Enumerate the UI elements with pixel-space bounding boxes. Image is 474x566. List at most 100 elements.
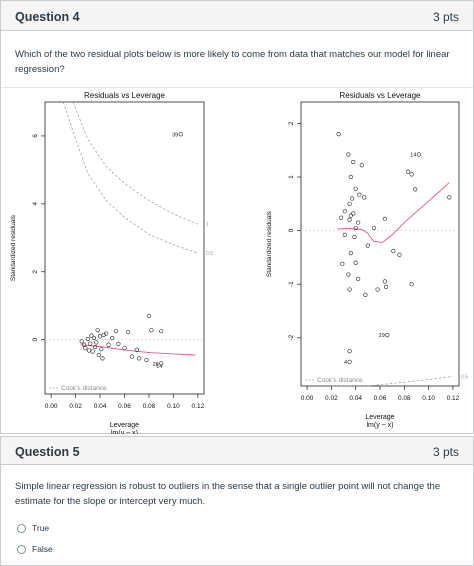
plot-title: Residuals vs Leverage: [340, 91, 421, 100]
y-tick-label: 0: [288, 228, 295, 232]
data-point: [342, 232, 347, 237]
data-point: [144, 357, 149, 363]
answer-true-radio[interactable]: [17, 523, 26, 533]
data-point: [382, 216, 387, 221]
y-tick-label: 2: [288, 121, 295, 125]
loess-smoother-line: [337, 182, 450, 243]
legend-label: Cook's distance: [317, 377, 363, 384]
data-point: [95, 328, 100, 333]
question-5-text: Simple linear regression is robust to ou…: [15, 481, 441, 507]
data-point: [409, 172, 414, 177]
data-point: [116, 341, 121, 346]
data-point: [106, 342, 111, 347]
cooks-distance-level-label: 0.5: [206, 251, 213, 257]
data-point: [149, 328, 154, 333]
x-tick-label: 0.08: [143, 403, 156, 410]
data-point: [104, 331, 109, 336]
data-point: [101, 332, 106, 338]
data-point: [349, 196, 355, 201]
y-tick-label: -2: [288, 334, 295, 340]
data-point: [346, 272, 351, 277]
x-tick-label: 0.00: [301, 395, 314, 402]
x-axis-label: Leverage: [110, 422, 139, 429]
data-point: [357, 192, 362, 197]
data-point: [96, 352, 101, 358]
y-axis-label: Standardized residuals: [266, 210, 273, 277]
point-label: 14: [156, 364, 162, 370]
question-4-card: Question 4 3 pts Which of the two residu…: [0, 0, 474, 434]
answer-false-option[interactable]: False: [17, 542, 53, 556]
data-point: [397, 252, 402, 257]
data-point: [346, 152, 351, 157]
point-label: 4: [344, 360, 347, 366]
data-point: [365, 243, 370, 248]
data-point: [83, 346, 88, 351]
data-point: [382, 279, 387, 284]
data-point: [352, 234, 357, 240]
data-point: [126, 330, 131, 335]
data-point: [336, 132, 341, 137]
y-tick-label: 2: [32, 270, 39, 274]
cooks-distance-curve: [331, 376, 453, 387]
data-point: [363, 292, 368, 298]
data-point: [339, 215, 344, 220]
data-point: [347, 217, 352, 222]
question-5-header: Question 5 3 pts: [1, 437, 473, 465]
data-point: [110, 335, 115, 341]
question-4-header: Question 4 3 pts: [1, 1, 473, 31]
answer-false-radio[interactable]: [17, 544, 26, 554]
answer-true-option[interactable]: True: [17, 521, 49, 535]
x-tick-label: 0.02: [325, 395, 338, 402]
x-axis-sublabel: lm(y ~ x): [366, 422, 393, 429]
data-point: [353, 225, 358, 231]
data-point: [93, 345, 98, 350]
data-point: [94, 340, 99, 345]
question-4-points: 3 pts: [432, 10, 459, 24]
y-axis-label: Standardized residuals: [10, 214, 17, 281]
question-4-title: Question 4: [15, 10, 80, 24]
data-point: [99, 347, 104, 352]
y-tick-label: 1: [288, 175, 295, 179]
data-point: [79, 339, 84, 344]
data-point: [385, 332, 390, 338]
data-point: [134, 347, 139, 352]
cooks-distance-level-label: 1: [206, 222, 209, 228]
residual-plot-left: Residuals vs Leverage 0.00 0.02 0.04 0.06 0.0…: [10, 91, 213, 434]
legend-label: Cook's distance: [61, 385, 107, 392]
data-point: [146, 313, 152, 319]
cooks-distance-curve: [63, 101, 198, 254]
data-point: [90, 349, 95, 354]
question-5-card: Question 5 3 pts Simple linear regressio…: [0, 436, 474, 566]
data-point: [159, 329, 164, 334]
data-point: [97, 334, 103, 339]
data-point: [122, 346, 127, 351]
x-tick-label: 0.06: [374, 395, 387, 402]
data-point: [416, 152, 421, 157]
data-point: [347, 359, 352, 364]
point-label: 14: [410, 153, 416, 159]
data-point: [391, 248, 396, 254]
residual-plots-image: Residuals vs Leverage 0.00 0.02 0.04 0.06 0.0…: [1, 87, 473, 434]
data-point: [348, 251, 353, 256]
question-5-points: 3 pts: [432, 445, 459, 459]
point-label: 39: [172, 132, 178, 138]
plot-title: Residuals vs Leverage: [84, 91, 165, 100]
data-point: [113, 329, 119, 334]
data-point: [159, 361, 164, 366]
data-point: [348, 213, 353, 218]
point-label: 28: [153, 362, 159, 368]
data-point: [409, 282, 414, 287]
data-point: [137, 356, 142, 361]
data-point: [362, 195, 367, 200]
question-4-text: Which of the two residual plots below is…: [15, 49, 450, 75]
data-point: [371, 225, 377, 231]
data-point: [413, 187, 418, 192]
data-point: [353, 260, 358, 265]
y-tick-label: 0: [32, 337, 39, 341]
x-axis-sublabel: lm(y ~ x): [111, 430, 138, 434]
data-point: [91, 335, 97, 341]
data-point: [351, 211, 356, 216]
data-point: [342, 209, 347, 214]
data-point: [405, 169, 411, 174]
data-point: [85, 336, 90, 342]
